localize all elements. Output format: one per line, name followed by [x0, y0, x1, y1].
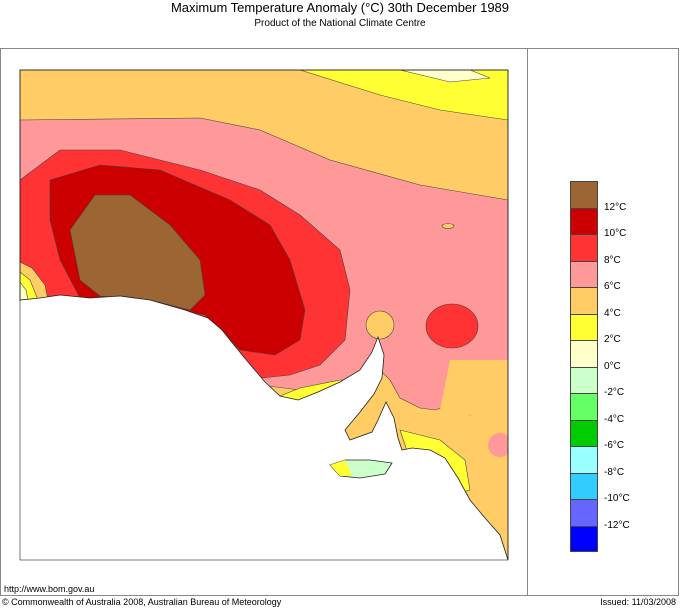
legend-label: 0°C: [604, 360, 621, 372]
band-0-2-north: [399, 70, 491, 83]
map-title: Maximum Temperature Anomaly (°C) 30th De…: [170, 0, 510, 15]
anomaly-field: [20, 70, 508, 560]
band-4-6-east: [440, 360, 508, 430]
legend-swatch: [570, 472, 598, 499]
legend-swatch: [570, 419, 598, 446]
legend-label: 12°C: [604, 201, 627, 213]
legend-label: -10°C: [604, 493, 630, 504]
copyright: © Commonwealth of Australia 2008, Austra…: [2, 597, 282, 607]
legend-divider: [527, 48, 528, 596]
legend-swatch: [570, 234, 598, 261]
legend-label: -8°C: [604, 466, 625, 478]
map-border: [19, 69, 509, 561]
legend-label: 10°C: [604, 228, 627, 239]
legend-swatch: [570, 446, 598, 473]
legend-swatch: [570, 260, 598, 287]
band-8-10-east: [425, 303, 479, 349]
band-4-6-spencer: [365, 310, 395, 340]
legend-label: -6°C: [604, 440, 625, 451]
band-above-12: [69, 194, 206, 311]
legend-swatch: [570, 340, 598, 367]
band-2-4-north: [299, 70, 508, 121]
legend-label: 6°C: [604, 281, 621, 292]
legend-label: -12°C: [604, 519, 630, 531]
legend-swatch: [570, 287, 598, 314]
map-frame: [0, 48, 679, 596]
legend-label: -4°C: [604, 413, 625, 425]
source-url[interactable]: http://www.bom.gov.au: [4, 584, 95, 594]
legend-swatch: [570, 207, 598, 234]
legend-swatch: [570, 525, 598, 552]
legend-label: 8°C: [604, 254, 621, 266]
legend-label: 4°C: [604, 307, 621, 319]
legend-label: 2°C: [604, 334, 621, 345]
kangaroo-island-west: [330, 460, 352, 476]
color-legend: [570, 181, 598, 552]
legend-swatch: [570, 181, 598, 208]
legend-swatch: [570, 393, 598, 420]
legend-swatch: [570, 366, 598, 393]
legend-swatch: [570, 499, 598, 526]
issued-date: Issued: 11/03/2008: [600, 597, 676, 607]
legend-swatch: [570, 313, 598, 340]
map-subtitle: Product of the National Climate Centre: [254, 18, 426, 29]
small-contour: [441, 223, 455, 229]
band-6-8-southeast: [488, 433, 508, 457]
legend-label: -2°C: [604, 387, 625, 398]
band-0-2-eyre: [280, 405, 305, 430]
